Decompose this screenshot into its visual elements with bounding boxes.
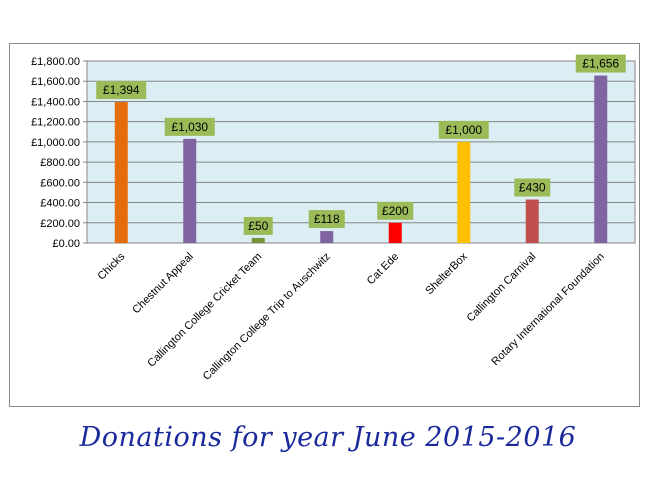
- data-label-box: [96, 81, 147, 100]
- bar: [388, 222, 402, 243]
- x-tick-label: Chestnut Appeal: [130, 251, 196, 317]
- y-tick-label: £1,600.00: [31, 76, 80, 88]
- data-label-box: [377, 201, 414, 220]
- bar: [114, 102, 128, 243]
- bar: [594, 75, 608, 243]
- data-label: £1,394: [103, 83, 140, 97]
- y-tick-label: £400.00: [40, 198, 80, 210]
- data-label: £50: [248, 219, 268, 233]
- data-label-box: [514, 178, 551, 197]
- data-label-box: [243, 216, 273, 235]
- x-tick-label: Cat Ede: [365, 251, 402, 288]
- bar: [457, 141, 471, 243]
- y-tick-label: £800.00: [40, 157, 80, 169]
- y-tick-label: £1,200.00: [31, 117, 80, 129]
- data-label: £118: [314, 212, 340, 226]
- data-label-box: [438, 120, 489, 139]
- data-label: £1,030: [171, 120, 208, 134]
- x-tick-label: Rotary International Foundation: [489, 251, 606, 368]
- chart-frame: £0.00 £200.00 £400.00 £600.00 £800.00 £1,000.…: [9, 43, 640, 407]
- data-label: £200: [382, 204, 409, 218]
- x-tick-label: ShelterBox: [423, 250, 470, 297]
- chart-caption: Donations for year June 2015-2016: [79, 422, 577, 453]
- y-tick-label: £600.00: [40, 177, 80, 189]
- data-label-box: [308, 210, 345, 229]
- data-label: £1,656: [582, 57, 619, 71]
- x-tick-label: Callington Carnival: [465, 251, 539, 325]
- y-tick-label: £200.00: [40, 218, 80, 230]
- data-label-box: [575, 54, 626, 73]
- x-tick-label: Chicks: [96, 250, 128, 282]
- data-label-box: [164, 117, 215, 136]
- y-tick-label: £1,000.00: [31, 137, 80, 149]
- bar-chart: £0.00 £200.00 £400.00 £600.00 £800.00 £1,000.…: [31, 54, 636, 383]
- bar: [525, 199, 539, 243]
- bar: [320, 231, 334, 243]
- x-tick-label: Callington College Trip to Auschwitz: [201, 251, 333, 383]
- bar: [183, 138, 197, 243]
- bar: [251, 237, 265, 243]
- x-tick-label: Callington College Cricket Team: [145, 251, 264, 370]
- data-label: £1,000: [445, 123, 482, 137]
- y-tick-label: £1,800.00: [31, 56, 80, 68]
- data-label: £430: [519, 181, 546, 195]
- plot-area: [86, 60, 636, 244]
- y-tick-label: £1,400.00: [31, 96, 80, 108]
- y-tick-label: £0.00: [52, 238, 80, 250]
